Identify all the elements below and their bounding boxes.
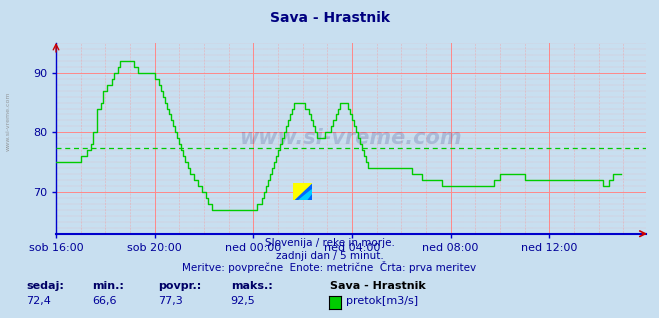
Text: povpr.:: povpr.:: [158, 281, 202, 291]
Text: pretok[m3/s]: pretok[m3/s]: [346, 296, 418, 306]
Text: 72,4: 72,4: [26, 296, 51, 306]
Text: www.si-vreme.com: www.si-vreme.com: [5, 91, 11, 151]
Polygon shape: [299, 190, 312, 200]
Text: Slovenija / reke in morje.: Slovenija / reke in morje.: [264, 238, 395, 248]
Polygon shape: [293, 183, 312, 200]
Text: Sava - Hrastnik: Sava - Hrastnik: [270, 11, 389, 25]
Text: zadnji dan / 5 minut.: zadnji dan / 5 minut.: [275, 251, 384, 261]
Text: 66,6: 66,6: [92, 296, 117, 306]
Text: sedaj:: sedaj:: [26, 281, 64, 291]
Text: Meritve: povprečne  Enote: metrične  Črta: prva meritev: Meritve: povprečne Enote: metrične Črta:…: [183, 261, 476, 273]
Text: Sava - Hrastnik: Sava - Hrastnik: [330, 281, 425, 291]
Text: 77,3: 77,3: [158, 296, 183, 306]
Text: 92,5: 92,5: [231, 296, 256, 306]
Text: www.si-vreme.com: www.si-vreme.com: [240, 128, 462, 148]
Polygon shape: [293, 183, 312, 200]
Text: maks.:: maks.:: [231, 281, 272, 291]
Text: min.:: min.:: [92, 281, 124, 291]
